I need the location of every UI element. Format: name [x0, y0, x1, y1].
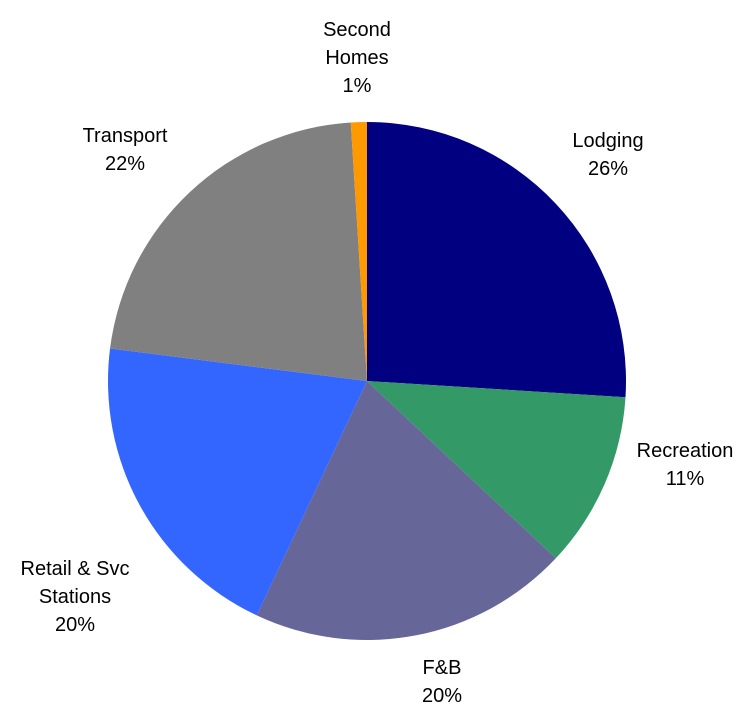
pie-slice	[367, 122, 626, 398]
pie-slice	[350, 122, 367, 381]
value-label: 20%	[54, 614, 96, 636]
slice-label: Lodging 26%	[572, 127, 643, 183]
category-label: F&B	[422, 657, 462, 679]
pie-slice	[110, 122, 367, 381]
pie-slice	[107, 348, 368, 616]
value-label: 20%	[421, 685, 463, 707]
pie-slice	[367, 381, 626, 559]
slice-label: Retail & Svc Stations 20%	[21, 555, 130, 639]
category-label: Lodging	[572, 130, 644, 152]
pie-slice	[256, 381, 556, 641]
category-label: Recreation	[636, 440, 734, 462]
value-label: 26%	[587, 158, 629, 180]
slice-label: F&B 20%	[422, 654, 462, 710]
category-label: Second Homes	[323, 19, 391, 69]
value-label: 22%	[104, 153, 146, 175]
value-label: 1%	[342, 75, 372, 97]
category-label: Retail & Svc Stations	[20, 558, 130, 608]
value-label: 11%	[665, 468, 705, 490]
slice-label: Recreation 11%	[637, 437, 734, 493]
category-label: Transport	[82, 125, 168, 147]
slice-label: Second Homes 1%	[323, 16, 391, 100]
slice-label: Transport 22%	[83, 122, 168, 178]
